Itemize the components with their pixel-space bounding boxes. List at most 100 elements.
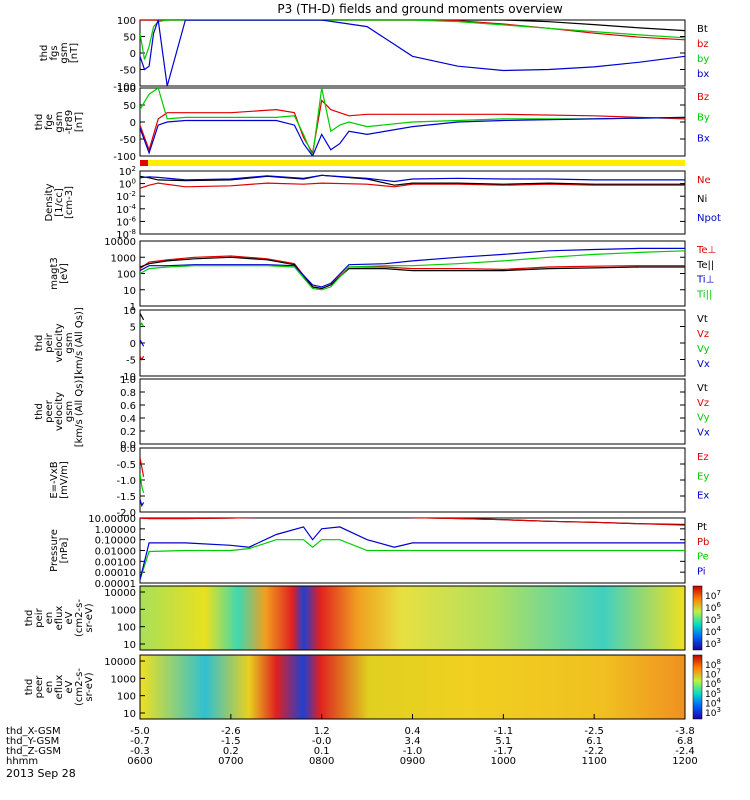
time-tick-label: 0900 — [400, 756, 425, 767]
time-tick-label: 1100 — [581, 756, 606, 767]
panel-fgs: 100 50 0 -50 -100 thdfgsgsm[nT] Bt bz by bx — [39, 16, 709, 93]
axis-row-value: 0.1 — [314, 746, 330, 757]
ytick-label: 0.6 — [120, 401, 136, 412]
ytick-label: 10 — [123, 306, 136, 317]
ytick-label: 100 — [117, 623, 136, 634]
ytick-label: 0.0 — [120, 444, 136, 455]
ytick-label: -100 — [113, 82, 136, 93]
axis-row-value: -2.6 — [221, 726, 241, 737]
ytick-label: 50 — [123, 33, 136, 44]
panel-peir_vel: 10 5 0 -5 -10 thdpeirvelocitygsm[km/s (All Qs… — [34, 306, 710, 383]
ytick-label: 100 — [117, 692, 136, 703]
ytick-label: 1000 — [111, 674, 136, 685]
panel-peer_vel: 1.0 0.8 0.6 0.4 0.2 0.0 thdpeervelocitygsm[km/… — [34, 375, 710, 451]
orbit-axis-block: thd_X-GSM -5.0 -2.6 1.2 0.4 -1.1 -2.5 -3.8 thd_Y… — [6, 714, 698, 767]
axis-row-value: -0.0 — [312, 736, 332, 747]
series-Ni — [140, 174, 685, 186]
legend-Te⊥: Te⊥ — [696, 245, 716, 256]
series-By — [140, 88, 685, 156]
ylabel-peer_spec: thdpeerenefluxeV(cm2-s-sr-eV) — [24, 668, 95, 706]
ytick-label: 50 — [123, 101, 136, 112]
axis-row-value: -0.7 — [130, 736, 150, 747]
ytick-label: 100 — [117, 270, 136, 281]
legend-Pe: Pe — [697, 552, 709, 563]
panel-density: 10210010-210-410-610-8Density[1/cc][cm-3… — [44, 165, 721, 241]
series-Vt — [140, 313, 145, 321]
ylabel-temp: magt3[eV] — [49, 257, 70, 290]
ytick-label: 0.4 — [120, 414, 136, 425]
ytick-label: -1.0 — [116, 476, 136, 487]
legend-Vy: Vy — [697, 413, 710, 424]
axis-row-label: thd_X-GSM — [6, 726, 61, 737]
frame-peir_spec — [139, 585, 686, 651]
ytick-label: 0 — [130, 49, 136, 60]
legend-Ez: Ez — [697, 452, 709, 463]
frame-fgs — [139, 19, 686, 87]
ytick-label: 0.2 — [120, 427, 136, 438]
frame-temp — [139, 240, 686, 307]
ytick-label: 0.01000 — [95, 547, 136, 558]
time-tick-label: 0600 — [127, 756, 152, 767]
axis-row-label: hhmm — [6, 756, 38, 767]
colorbar-label: 103 — [705, 637, 721, 650]
axis-row-value: -0.3 — [130, 746, 150, 757]
colorbar-peir_spec — [692, 585, 703, 651]
legend-Ne: Ne — [697, 175, 711, 186]
ytick-label: 10 — [123, 640, 136, 651]
ytick-label: 10 — [123, 709, 136, 720]
ytick-label: 102 — [119, 165, 136, 178]
series-Ey — [140, 473, 145, 493]
legend-By: By — [697, 113, 710, 124]
legend-Pi: Pi — [697, 566, 706, 577]
axis-row-value: 3.4 — [405, 736, 421, 747]
ytick-label: 1000 — [111, 253, 136, 264]
ytick-label: 0.10000 — [95, 536, 136, 547]
ytick-label: -50 — [120, 66, 136, 77]
ytick-label: 0 — [130, 118, 136, 129]
legend-Vz: Vz — [697, 329, 709, 340]
axis-row-value: 0.2 — [223, 746, 239, 757]
ylabel-fge: thdfgegsm-tr89[nT] — [34, 110, 85, 134]
series-Bx — [140, 116, 685, 156]
legend-Pt: Pt — [697, 522, 707, 533]
axis-row-value: -1.0 — [403, 746, 423, 757]
ytick-label: 10000 — [104, 588, 136, 599]
series-bx — [140, 20, 685, 86]
frame-efield — [139, 447, 686, 513]
legend-Vt: Vt — [697, 383, 708, 394]
spectrogram-peir_spec — [140, 586, 685, 650]
ytick-label: 100 — [117, 84, 136, 95]
ytick-label: 100 — [119, 178, 136, 191]
ylabel-efield: E=-VxB[mV/m] — [49, 461, 70, 499]
legend-Ti⊥: Ti⊥ — [696, 275, 714, 286]
series-Pb — [140, 518, 685, 526]
axis-row-label: thd_Y-GSM — [6, 736, 59, 747]
ylabel-peer_vel: thdpeervelocitygsm[km/s (All Qs)] — [34, 376, 85, 448]
axis-row-value: -2.5 — [584, 726, 604, 737]
legend-Pb: Pb — [697, 537, 709, 548]
series-Vx — [140, 339, 145, 347]
ytick-label: -0.5 — [116, 460, 136, 471]
legend-Ey: Ey — [697, 471, 709, 482]
ytick-label: -1.5 — [116, 492, 136, 503]
time-tick-label: 1200 — [672, 756, 697, 767]
figure-title: P3 (TH-D) fields and ground moments over… — [277, 2, 562, 16]
time-tick-label: 1000 — [491, 756, 516, 767]
legend-bx: bx — [697, 69, 709, 80]
ytick-label: 1.00000 — [95, 525, 136, 536]
legend-Npot: Npot — [697, 213, 721, 224]
axis-row-value: -1.7 — [494, 746, 514, 757]
ytick-label: -2.0 — [116, 508, 136, 519]
ylabel-peir_vel: thdpeirvelocitygsm[km/s (All Qs)] — [34, 307, 85, 379]
time-tick-label: 0800 — [309, 756, 334, 767]
axis-row-value: 6.1 — [586, 736, 602, 747]
legend-Ti||: Ti|| — [696, 289, 712, 300]
axis-row-value: 0.4 — [405, 726, 421, 737]
legend-Te||: Te|| — [696, 260, 714, 271]
date-label: 2013 Sep 28 — [6, 767, 76, 780]
series-Vy — [140, 321, 145, 327]
ytick-label: 10000 — [104, 657, 136, 668]
series-by — [140, 20, 685, 60]
ylabel-fgs: thdfgsgsm[nT] — [39, 42, 80, 63]
ytick-label: 0.00100 — [95, 557, 136, 568]
